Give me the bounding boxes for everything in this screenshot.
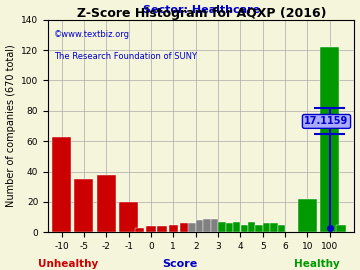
Bar (278, 225, 285, 232)
Y-axis label: Number of companies (670 total): Number of companies (670 total) (5, 45, 15, 207)
Bar (188, 223, 195, 232)
Bar (180, 223, 189, 232)
Bar (336, 225, 346, 232)
Text: Unhealthy: Unhealthy (38, 259, 99, 269)
Text: 17.1159: 17.1159 (304, 116, 348, 126)
Text: The Research Foundation of SUNY: The Research Foundation of SUNY (54, 52, 197, 60)
Bar (211, 218, 218, 232)
Text: Score: Score (162, 259, 198, 269)
Bar (75, 179, 93, 232)
Bar (298, 199, 317, 232)
Title: Z-Score Histogram for AQXP (2016): Z-Score Histogram for AQXP (2016) (77, 7, 326, 20)
Bar (168, 225, 178, 232)
Bar (225, 223, 233, 232)
Bar (218, 222, 225, 232)
Bar (97, 174, 116, 232)
Bar (157, 226, 167, 232)
Bar (119, 202, 138, 232)
Bar (52, 137, 71, 232)
Text: ©www.textbiz.org: ©www.textbiz.org (54, 30, 130, 39)
Bar (263, 223, 270, 232)
Bar (146, 226, 156, 232)
Bar (233, 222, 240, 232)
Bar (320, 47, 339, 232)
Text: Healthy: Healthy (294, 259, 340, 269)
Bar (240, 225, 248, 232)
Bar (248, 222, 255, 232)
Bar (270, 223, 278, 232)
Text: Sector: Healthcare: Sector: Healthcare (143, 5, 260, 15)
Bar (135, 228, 144, 232)
Bar (255, 225, 263, 232)
Bar (196, 220, 203, 232)
Bar (203, 218, 211, 232)
